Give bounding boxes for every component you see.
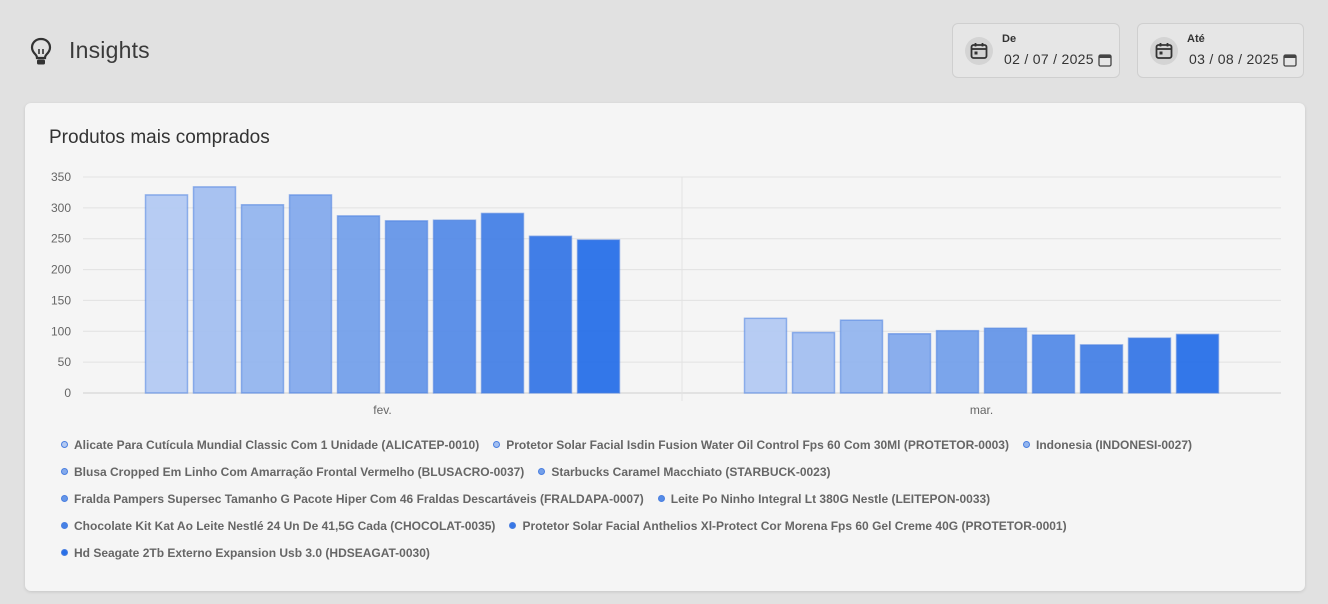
legend-label: Leite Po Ninho Integral Lt 380G Nestle (… [670,491,991,506]
legend-label: Indonesia (INDONESI-0027) [1035,437,1193,452]
bar [887,333,932,394]
legend-marker [509,522,517,529]
legend-marker [61,549,68,556]
legend-label: Alicate Para Cutícula Mundial Classic Co… [74,437,480,452]
legend-item[interactable]: Blusa Cropped Em Linho Com Amarração Fro… [61,465,524,479]
legend-item[interactable]: Alicate Para Cutícula Mundial Classic Co… [61,438,479,452]
bar [1079,344,1124,394]
y-tick-label: 150 [51,293,71,307]
chart-card: Produtos mais comprados 0 50 100 150 200 250 3… [25,103,1305,591]
chart-legend: Alicate Para Cutícula Mundial Classic Co… [61,431,1281,566]
bar [1127,337,1172,394]
legend-marker [1022,441,1030,448]
y-tick-label: 100 [51,324,71,338]
legend-row: Alicate Para Cutícula Mundial Classic Co… [61,431,1281,458]
date-picker-icon[interactable] [1283,53,1297,67]
legend-item[interactable]: Indonesia (INDONESI-0027) [1022,437,1193,452]
bar [144,194,189,394]
page-header: Insights De 02 / 07 / 2025 [0,0,1328,100]
lightbulb-icon [30,37,52,65]
legend-item[interactable]: Hd Seagate 2Tb Externo Expansion Usb 3.0… [61,546,430,560]
date-from-label: De [1002,33,1017,45]
legend-row: Hd Seagate 2Tb Externo Expansion Usb 3.0… [61,539,1281,566]
legend-label: Starbucks Caramel Macchiato (STARBUCK-00… [551,464,831,479]
bar [839,319,884,394]
legend-row: Chocolate Kit Kat Ao Leite Nestlé 24 Un … [61,512,1281,539]
legend-marker [61,495,68,502]
bar [240,204,285,394]
calendar-icon [965,37,993,65]
legend-label: Fralda Pampers Supersec Tamanho G Pacote… [74,491,644,506]
bar [432,219,477,394]
x-tick-label: mar. [970,403,993,417]
legend-marker [61,468,68,475]
date-from-field[interactable]: De 02 / 07 / 2025 [952,23,1120,78]
legend-marker [61,441,68,448]
bar-chart: 0 50 100 150 200 250 300 350 fev. mar. [51,170,1281,417]
bar [935,329,980,394]
bar [336,215,381,394]
legend-item[interactable]: Chocolate Kit Kat Ao Leite Nestlé 24 Un … [61,519,495,533]
bar [528,235,573,394]
bar [576,239,621,394]
bar [1175,333,1220,394]
legend-marker [657,495,665,502]
date-picker-icon[interactable] [1098,53,1112,67]
y-tick-label: 200 [51,263,71,277]
y-tick-label: 300 [51,201,71,215]
y-tick-label: 50 [58,355,72,369]
date-to-field[interactable]: Até 03 / 08 / 2025 [1137,23,1304,78]
legend-label: Chocolate Kit Kat Ao Leite Nestlé 24 Un … [74,518,496,533]
legend-label: Protetor Solar Facial Isdin Fusion Water… [506,437,1009,452]
legend-item[interactable]: Leite Po Ninho Integral Lt 380G Nestle (… [657,491,991,506]
date-to-value[interactable]: 03 / 08 / 2025 [1189,51,1279,67]
legend-label: Hd Seagate 2Tb Externo Expansion Usb 3.0… [74,545,430,560]
chart-title: Produtos mais comprados [49,127,270,148]
legend-item[interactable]: Protetor Solar Facial Isdin Fusion Water… [493,438,1009,452]
legend-marker [493,441,501,448]
date-to-label: Até [1187,33,1205,45]
legend-marker [538,468,546,475]
bar [192,186,237,394]
legend-item[interactable]: Starbucks Caramel Macchiato (STARBUCK-00… [538,464,831,479]
legend-label: Protetor Solar Facial Anthelios Xl-Prote… [522,518,1067,533]
bar [288,194,333,394]
bar [384,220,429,394]
legend-row: Fralda Pampers Supersec Tamanho G Pacote… [61,485,1281,512]
page-title: Insights [69,37,150,63]
legend-item[interactable]: Fralda Pampers Supersec Tamanho G Pacote… [61,492,644,506]
calendar-icon [1150,37,1178,65]
y-tick-label: 0 [64,386,71,400]
date-from-value[interactable]: 02 / 07 / 2025 [1004,51,1094,67]
legend-item[interactable]: Protetor Solar Facial Anthelios Xl-Prote… [509,518,1067,533]
bar [791,331,836,394]
legend-label: Blusa Cropped Em Linho Com Amarração Fro… [74,464,525,479]
bar [983,327,1028,394]
legend-row: Blusa Cropped Em Linho Com Amarração Fro… [61,458,1281,485]
bar [1031,334,1076,394]
bar [480,212,525,394]
y-tick-label: 250 [51,232,71,246]
legend-marker [61,522,68,529]
y-tick-label: 350 [51,170,71,184]
x-tick-label: fev. [373,403,391,417]
bar [743,317,788,394]
